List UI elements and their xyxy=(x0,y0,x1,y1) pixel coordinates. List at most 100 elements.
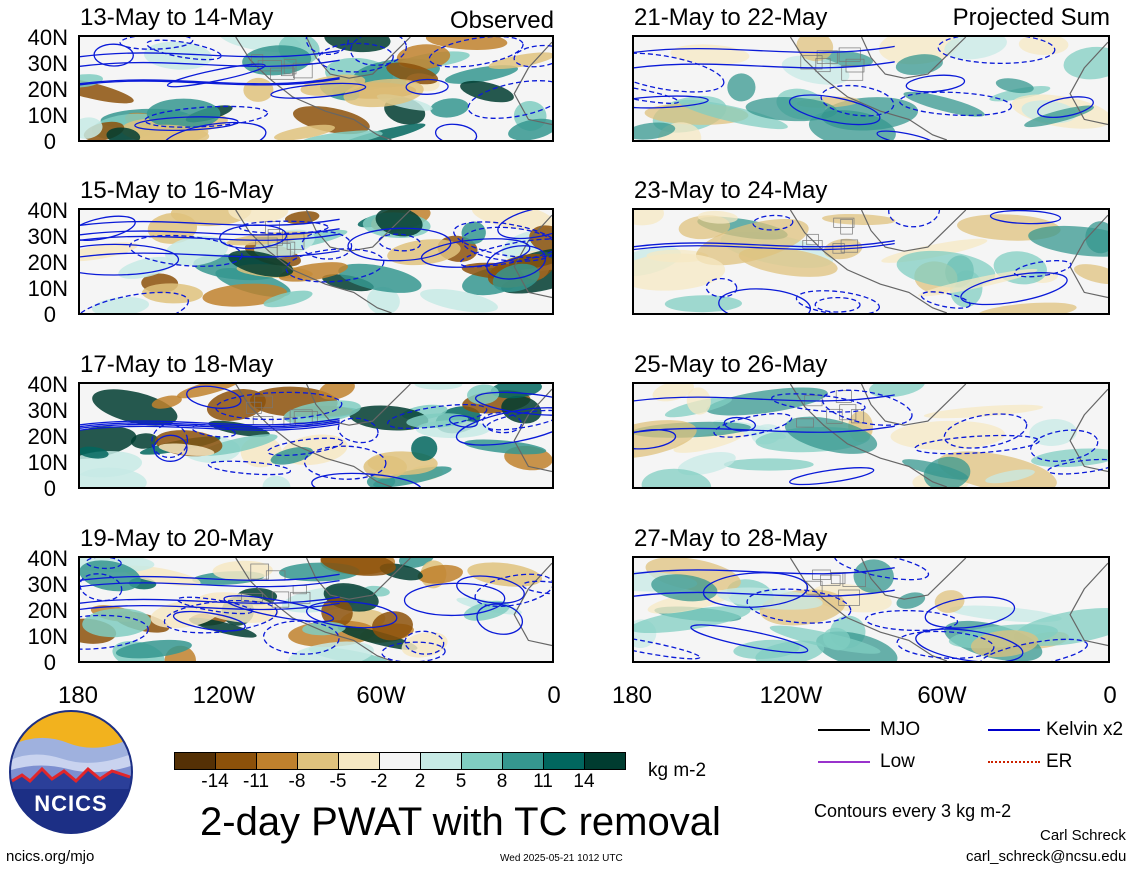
coastline xyxy=(235,37,392,140)
kelvin-contour xyxy=(723,416,756,432)
anomaly-shading xyxy=(1085,221,1108,254)
kelvin-contour xyxy=(915,628,1024,661)
kelvin-contour xyxy=(960,272,1068,306)
map-panel-1 xyxy=(78,208,554,315)
anomaly-shading xyxy=(417,564,463,584)
legend-line-kelvin xyxy=(988,729,1040,731)
footer-email[interactable]: carl_schreck@ncsu.edu xyxy=(966,848,1127,865)
coastline xyxy=(789,210,948,313)
legend-line-mjo xyxy=(818,729,870,731)
kelvin-contour xyxy=(690,624,809,654)
kelvin-contour xyxy=(207,460,292,476)
anomaly-shading xyxy=(337,123,426,140)
anomaly-shading xyxy=(1018,37,1069,56)
kelvin-contour xyxy=(752,214,794,231)
anomaly-shading xyxy=(118,256,174,279)
kelvin-contour xyxy=(80,573,123,602)
kelvin-contour xyxy=(771,393,866,413)
border-line xyxy=(281,63,293,77)
kelvin-contour xyxy=(634,567,895,575)
anomaly-shading xyxy=(142,283,203,304)
anomaly-shading xyxy=(420,288,498,313)
anomaly-shading xyxy=(697,210,738,224)
coastline xyxy=(860,210,967,252)
anomaly-shading xyxy=(937,451,1057,487)
coastline xyxy=(789,37,948,140)
anomaly-shading xyxy=(270,446,313,465)
kelvin-contour xyxy=(317,42,394,73)
border-line xyxy=(840,218,853,235)
kelvin-contour xyxy=(522,580,552,595)
kelvin-contour xyxy=(305,37,349,56)
anomaly-shading xyxy=(723,458,814,471)
anomaly-shading xyxy=(115,639,192,659)
anomaly-shading xyxy=(634,606,751,634)
coastline xyxy=(1069,388,1108,473)
kelvin-contour xyxy=(1047,458,1108,475)
lat-tick-label: 0 xyxy=(43,129,56,154)
kelvin-contour xyxy=(718,288,812,313)
kelvin-contour xyxy=(80,573,340,582)
anomaly-shading xyxy=(1031,448,1108,468)
colorbar-label: -14 xyxy=(201,771,229,792)
kelvin-contour xyxy=(172,610,246,632)
anomaly-shading xyxy=(508,118,552,140)
lat-tick-label: 40N xyxy=(27,198,68,223)
border-line xyxy=(267,229,283,246)
anomaly-shading xyxy=(80,117,103,139)
kelvin-contour xyxy=(80,59,340,68)
legend-label: Kelvin x2 xyxy=(1046,719,1124,740)
kelvin-contour xyxy=(989,210,1062,225)
border-line xyxy=(293,62,313,79)
anomaly-shading xyxy=(878,37,960,65)
colorbar-swatch xyxy=(175,753,215,769)
border-line xyxy=(835,390,852,403)
footer-url[interactable]: ncics.org/mjo xyxy=(6,848,95,865)
colorbar-swatch xyxy=(338,753,379,769)
panel-title: 15-May to 16-May xyxy=(80,177,274,204)
kelvin-contour xyxy=(80,421,340,429)
anomaly-shading xyxy=(985,469,1035,484)
kelvin-contour xyxy=(1013,259,1072,278)
colorbar-label: -5 xyxy=(329,771,347,792)
anomaly-shading xyxy=(338,263,422,293)
kelvin-contour xyxy=(311,472,423,487)
coastline xyxy=(513,562,552,647)
coastline xyxy=(860,558,967,600)
lon-tick-label: 120W xyxy=(759,682,823,709)
anomaly-shading xyxy=(188,617,257,638)
colorbar xyxy=(174,752,626,770)
kelvin-contour xyxy=(381,641,446,661)
kelvin-contour xyxy=(634,425,895,433)
colorbar-label: 8 xyxy=(496,771,508,792)
map-panel-0 xyxy=(78,35,554,142)
kelvin-contour xyxy=(979,638,1088,661)
panel-title: 19-May to 20-May xyxy=(80,525,274,552)
kelvin-contour xyxy=(634,83,680,104)
anomaly-shading xyxy=(164,235,229,266)
anomaly-shading xyxy=(195,592,279,623)
kelvin-contour xyxy=(285,248,385,283)
kelvin-contour xyxy=(80,579,340,588)
kelvin-contour xyxy=(713,413,793,438)
kelvin-contour xyxy=(481,412,523,434)
anomaly-shading xyxy=(853,559,894,594)
colorbar-label: -8 xyxy=(288,771,306,792)
anomaly-shading xyxy=(652,384,695,402)
lat-tick-label: 0 xyxy=(43,302,56,327)
colorbar-swatch xyxy=(584,753,625,769)
kelvin-contour xyxy=(513,44,552,68)
border-line xyxy=(816,50,838,64)
colorbar-units: kg m-2 xyxy=(648,760,707,781)
kelvin-contour xyxy=(888,210,941,228)
kelvin-contour xyxy=(920,291,971,309)
colorbar-label: 14 xyxy=(573,771,595,792)
map-canvas xyxy=(634,210,1108,313)
kelvin-contour xyxy=(378,233,422,252)
map-canvas xyxy=(634,384,1108,487)
kelvin-contour xyxy=(80,78,340,86)
coastline xyxy=(235,384,392,487)
lat-tick-label: 0 xyxy=(43,650,56,675)
colorbar-swatch xyxy=(379,753,420,769)
lon-tick-label: 180 xyxy=(57,682,99,709)
